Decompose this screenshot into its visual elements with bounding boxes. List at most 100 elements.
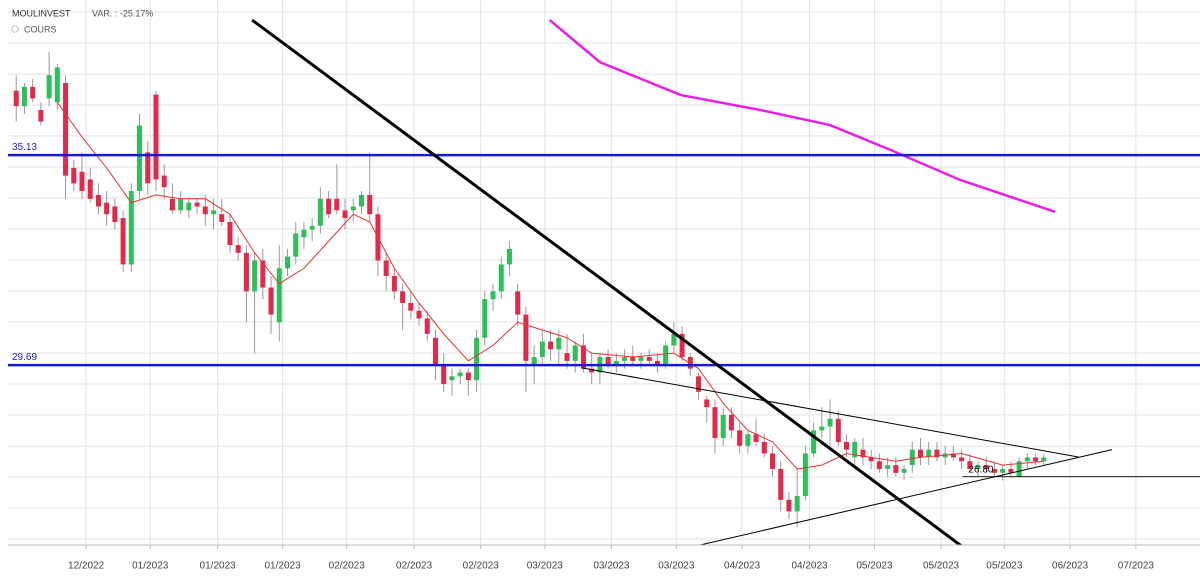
candle-body — [622, 357, 628, 361]
candle-body — [13, 90, 19, 107]
candle-body — [737, 430, 743, 446]
x-tick-label: 04/2023 — [724, 561, 761, 572]
candle-body — [885, 465, 891, 469]
grid — [8, 0, 1200, 549]
candle-body — [745, 434, 751, 446]
candle-body — [465, 372, 471, 381]
candle-body — [531, 357, 537, 365]
candle-body — [671, 333, 677, 346]
candle-body — [128, 191, 134, 265]
candle-body — [432, 337, 438, 365]
trendline — [251, 18, 963, 545]
candle-body — [46, 75, 52, 99]
candle-body — [178, 198, 184, 211]
candle-body — [30, 86, 36, 99]
candle-body — [54, 67, 60, 103]
candle-body — [71, 167, 77, 184]
candle-body — [712, 407, 718, 439]
candle-body — [696, 376, 702, 392]
candle-body — [950, 453, 956, 458]
candle-body — [260, 260, 266, 288]
variation: VAR. : -25.17% — [92, 8, 153, 18]
labels: 12/2022 01/2023 01/2023 01/2023 02/2023 02/20… — [12, 142, 1154, 572]
candle-body — [934, 449, 940, 458]
candle-body — [613, 360, 619, 365]
x-tick-label: 05/2023 — [986, 561, 1023, 572]
candle-body — [786, 499, 792, 512]
trendline — [700, 449, 1113, 545]
candle-body — [408, 302, 414, 311]
candle-body — [802, 453, 808, 496]
symbol: MOULINVEST — [12, 8, 71, 18]
candle-body — [498, 264, 504, 292]
candle-body — [243, 252, 249, 292]
candle-body — [334, 198, 340, 211]
candle-body — [811, 430, 817, 454]
series-icon — [11, 25, 19, 33]
x-tick-label: 04/2023 — [791, 561, 828, 572]
candle-body — [967, 461, 973, 469]
candle-body — [844, 441, 850, 450]
candle-body — [449, 376, 455, 381]
candle-body — [137, 125, 143, 192]
candle-body — [79, 171, 85, 192]
candle-body — [548, 341, 554, 350]
candle-body — [991, 468, 997, 473]
candle-body — [753, 434, 759, 442]
candle-body — [926, 449, 932, 458]
x-tick-label: 01/2023 — [132, 561, 169, 572]
candle-body — [424, 318, 430, 334]
candle-body — [1041, 457, 1047, 462]
candle-body — [506, 248, 512, 265]
candle-body — [605, 357, 611, 365]
candle-body — [654, 360, 660, 365]
candle-body — [441, 364, 447, 385]
candle-body — [819, 426, 825, 431]
candle-body — [120, 218, 126, 265]
x-tick-label: 05/2023 — [923, 561, 960, 572]
candle-body — [646, 357, 652, 361]
candle-body — [301, 229, 307, 238]
candle-body — [161, 175, 167, 188]
candle-body — [852, 441, 858, 458]
candle-body — [827, 418, 833, 427]
candle-body — [235, 245, 241, 253]
candle-body — [383, 260, 389, 276]
candle-body — [285, 256, 291, 269]
candle-body — [580, 345, 586, 369]
candle-body — [556, 337, 562, 350]
x-tick-label: 07/2023 — [1118, 561, 1155, 572]
x-tick-label: 02/2023 — [463, 561, 500, 572]
candle-body — [770, 453, 776, 469]
candle-body — [38, 110, 44, 122]
candle-body — [219, 214, 225, 222]
candle-body — [679, 333, 685, 358]
candle-body — [975, 465, 981, 469]
candle-body — [876, 461, 882, 469]
candle-body — [112, 206, 118, 222]
candle-body — [778, 468, 784, 500]
candle-body — [317, 198, 323, 226]
candle-body — [342, 210, 348, 219]
candle-body — [901, 468, 907, 473]
candle-body — [1000, 468, 1006, 473]
candle-body — [474, 337, 480, 381]
x-tick-label: 02/2023 — [396, 561, 433, 572]
candle-body — [909, 449, 915, 466]
candle-body — [416, 310, 422, 319]
candle-body — [1033, 457, 1039, 462]
candle-body — [145, 152, 151, 184]
x-tick-label: 03/2023 — [593, 561, 630, 572]
candle-body — [252, 260, 258, 292]
candle-body — [457, 372, 463, 377]
support-label: 26.80 — [968, 464, 993, 475]
plot-area — [8, 18, 1200, 545]
long-average-line — [548, 19, 1056, 214]
candle-body — [523, 314, 529, 361]
candle-body — [63, 82, 69, 176]
series-label: COURS — [24, 24, 57, 34]
candle-body — [400, 291, 406, 303]
candle-body — [761, 441, 767, 454]
candle-body — [186, 202, 192, 211]
candle-body — [367, 194, 373, 215]
